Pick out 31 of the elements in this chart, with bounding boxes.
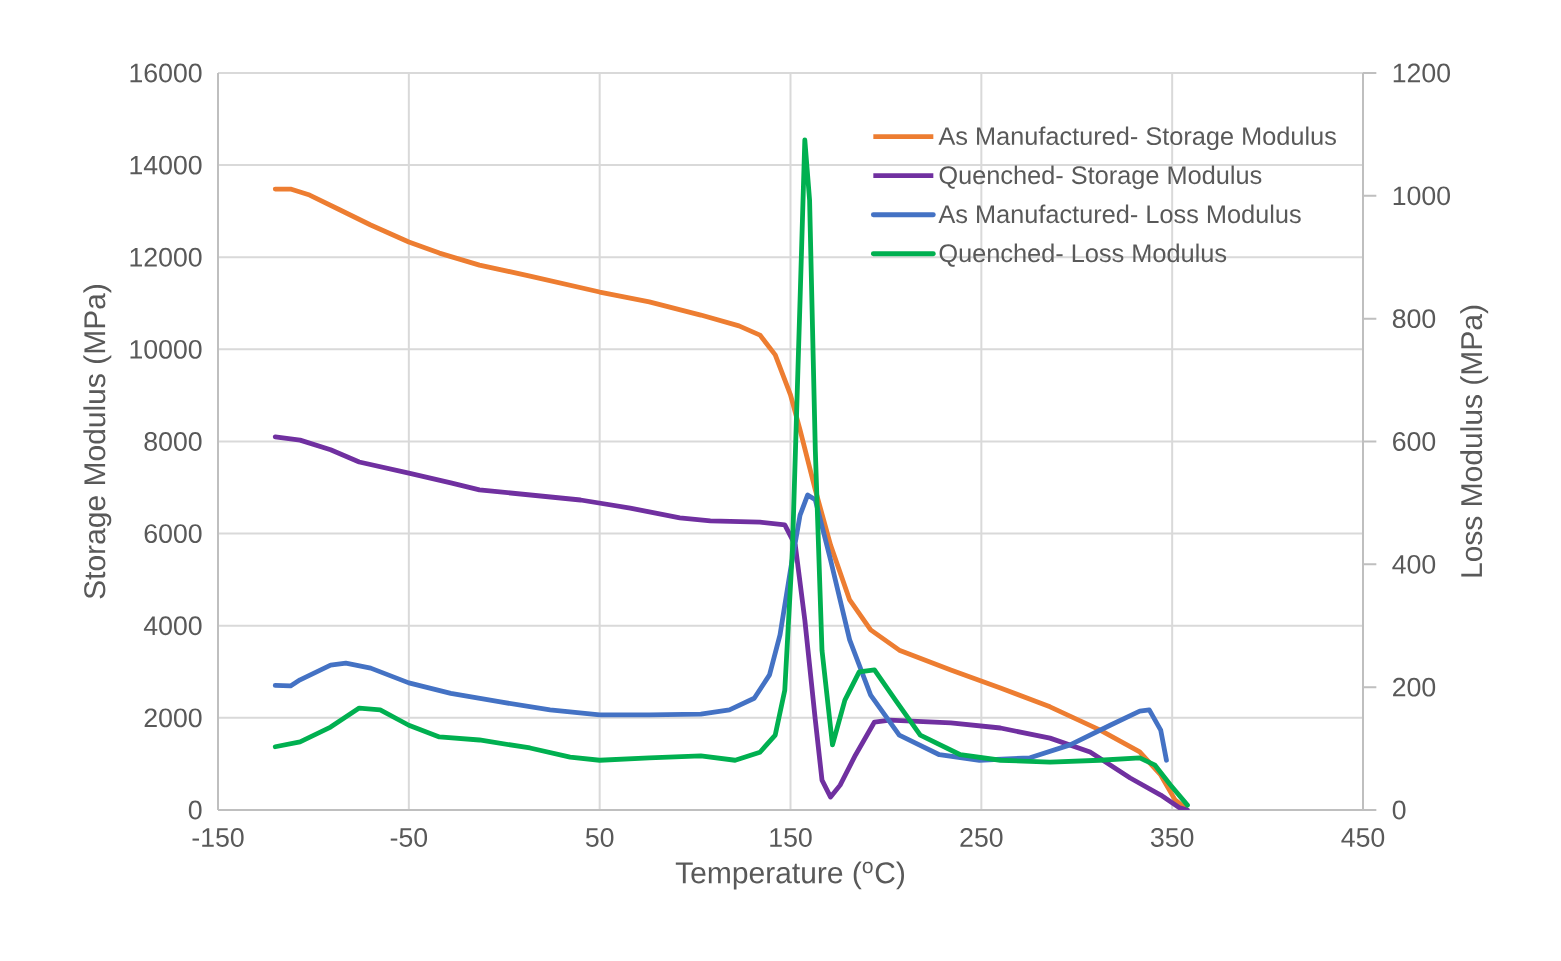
y2-tick-label: 800 xyxy=(1392,309,1436,329)
legend-label: As Manufactured- Loss Modulus xyxy=(938,204,1301,224)
line-series xyxy=(272,492,1169,763)
y2-tick-label: 200 xyxy=(1393,677,1436,697)
y2-tick-label: 400 xyxy=(1392,554,1436,574)
y2-axis-title: Loss Modulus (MPa) xyxy=(1460,305,1489,577)
y2-tick-label: 0 xyxy=(1392,800,1406,820)
y-tick-label: 16000 xyxy=(130,63,202,83)
legend-label: As Manufactured- Storage Modulus xyxy=(938,126,1336,151)
y-tick-label: 14000 xyxy=(130,155,202,175)
x-tick-label: -150 xyxy=(192,828,244,847)
y2-tick-label: 1200 xyxy=(1393,63,1450,83)
y-axis-title: Storage Modulus (MPa) xyxy=(83,285,112,599)
y-tick-label: 8000 xyxy=(144,432,202,451)
y-tick-label: 0 xyxy=(188,800,202,820)
x-tick-label: 50 xyxy=(585,828,614,847)
y-tick-label: 6000 xyxy=(144,524,202,544)
legend-label: Quenched- Loss Modulus xyxy=(939,243,1227,267)
x-tick-label: 150 xyxy=(770,828,812,847)
y-tick-label: 4000 xyxy=(143,616,202,636)
legend-label: Quenched- Storage Modulus xyxy=(939,165,1262,190)
x-tick-label: 350 xyxy=(1150,828,1194,847)
x-tick-label: 450 xyxy=(1341,828,1385,847)
y-tick-label: 12000 xyxy=(130,247,202,267)
x-tick-label: -50 xyxy=(390,828,428,847)
y-tick-label: 10000 xyxy=(130,339,202,359)
x-tick-label: 250 xyxy=(960,828,1003,847)
y2-tick-label: 600 xyxy=(1393,432,1436,451)
y2-tick-label: 1000 xyxy=(1393,186,1450,206)
y-tick-label: 2000 xyxy=(144,708,202,728)
x-axis-title: Temperature ($^{o}$C) xyxy=(675,861,905,890)
